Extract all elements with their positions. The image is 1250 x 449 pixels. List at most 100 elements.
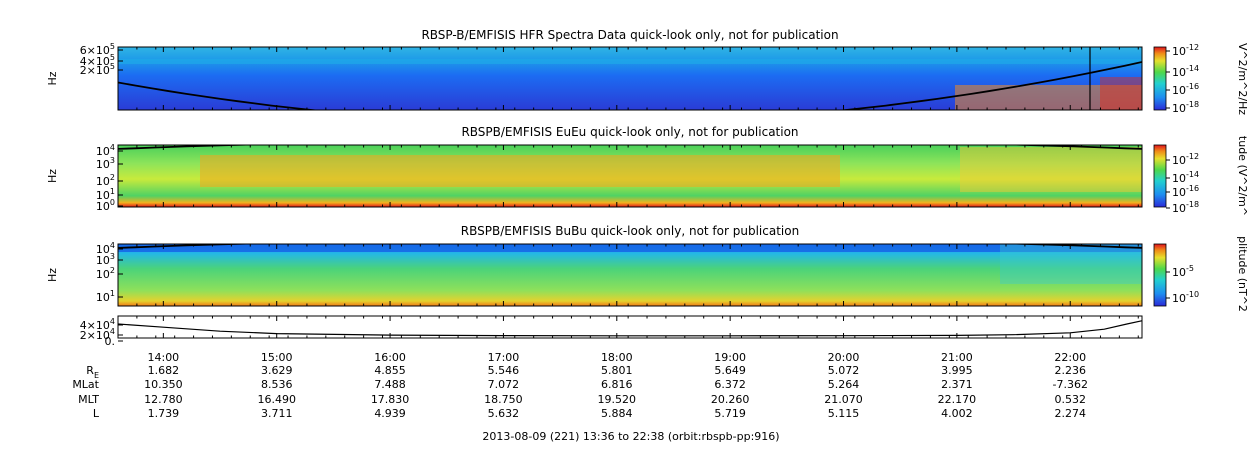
- y-tick-label: 102: [96, 173, 115, 188]
- bubu-top: [118, 244, 1142, 252]
- time-tick-label: 17:00: [488, 351, 520, 364]
- y-tick-label: 104: [96, 143, 115, 158]
- hfr-band: [118, 59, 1142, 64]
- eueu-band: [200, 155, 840, 187]
- footer-time-range: 2013-08-09 (221) 13:36 to 22:38 (orbit:r…: [482, 430, 779, 443]
- panel-3-frame: [117, 243, 1143, 307]
- y-axis-label: Hz: [46, 71, 59, 85]
- y-tick-label: 4×104: [80, 317, 115, 332]
- ephemeris-value: 22.170: [938, 393, 977, 406]
- panel-1-title: RBSP-B/EMFISIS HFR Spectra Data quick-lo…: [421, 28, 838, 42]
- time-tick-label: 21:00: [941, 351, 973, 364]
- y-tick-label: 101: [96, 187, 115, 202]
- colorbar-1: [1153, 46, 1167, 111]
- ephemeris-value: 7.072: [488, 378, 520, 391]
- ephemeris-value: 18.750: [484, 393, 523, 406]
- ephemeris-value: 4.939: [374, 407, 406, 420]
- line-plot-bg: [118, 316, 1142, 338]
- cyclotron-frequency-line-1: [118, 61, 1142, 110]
- colorbar-tick-label: 10-18: [1172, 200, 1199, 215]
- time-tick-label: 22:00: [1054, 351, 1086, 364]
- ephemeris-label-l: L: [93, 407, 100, 420]
- panel-3-title: RBSPB/EMFISIS BuBu quick-look only, not …: [461, 224, 799, 238]
- y-tick-label: 0.: [105, 335, 116, 348]
- ephemeris-value: 16.490: [257, 393, 296, 406]
- colorbar-tick-label: 10-5: [1172, 264, 1194, 279]
- colorbar-tick-label: 10-12: [1172, 152, 1199, 167]
- bubu-late: [1000, 244, 1142, 284]
- ephemeris-value: 2.274: [1054, 407, 1086, 420]
- ephemeris-value: 17.830: [371, 393, 410, 406]
- y-axis-label: Hz: [46, 169, 59, 183]
- colorbar-tick-label: 10-16: [1172, 184, 1199, 199]
- ephemeris-value: 1.682: [148, 364, 180, 377]
- ephemeris-value: 5.649: [714, 364, 746, 377]
- ephemeris-value: 19.520: [598, 393, 637, 406]
- colorbar-tick-label: 10-12: [1172, 43, 1199, 58]
- ephemeris-value: 6.372: [714, 378, 746, 391]
- colorbar-tick-label: 10-14: [1172, 64, 1199, 79]
- time-tick-label: 19:00: [714, 351, 746, 364]
- ephemeris-value: 2.371: [941, 378, 973, 391]
- eueu-band-late: [960, 147, 1142, 192]
- ephemeris-value: 10.350: [144, 378, 183, 391]
- colorbar-label-2: tude (V^2/m^: [1236, 136, 1249, 216]
- ephemeris-value: 21.070: [824, 393, 863, 406]
- ephemeris-value: 5.719: [714, 407, 746, 420]
- ephemeris-value: 4.002: [941, 407, 973, 420]
- panel-1-frame: [117, 46, 1143, 111]
- ephemeris-label-r: RE: [86, 364, 99, 380]
- colorbar-tick-label: 10-16: [1172, 82, 1199, 97]
- ephemeris-value: 5.072: [828, 364, 860, 377]
- colorbar-tick-label: 10-10: [1172, 290, 1199, 305]
- ephemeris-value: 12.780: [144, 393, 183, 406]
- time-tick-label: 15:00: [261, 351, 293, 364]
- panel-1: RBSP-B/EMFISIS HFR Spectra Data quick-lo…: [46, 28, 1249, 115]
- panel-3: RBSPB/EMFISIS BuBu quick-look only, not …: [46, 224, 1249, 312]
- colorbar-2: [1153, 144, 1167, 208]
- ephemeris-value: 2.236: [1054, 364, 1086, 377]
- y-tick-label: 2×105: [80, 62, 115, 77]
- ephemeris-value: 5.801: [601, 364, 633, 377]
- y-tick-label: 6×105: [80, 42, 115, 57]
- hfr-emission-strong: [1100, 77, 1142, 110]
- ephemeris-value: 7.488: [374, 378, 406, 391]
- ephemeris-value: 3.711: [261, 407, 293, 420]
- y-axis-label: Hz: [46, 268, 59, 282]
- colorbar-tick-label: 10-14: [1172, 170, 1199, 185]
- ephemeris-label-mlt: MLT: [78, 393, 99, 406]
- panel-2-title: RBSPB/EMFISIS EuEu quick-look only, not …: [461, 125, 798, 139]
- ephemeris-value: 3.995: [941, 364, 973, 377]
- colorbar-label-1: V^2/m^2/Hz: [1236, 43, 1249, 115]
- ephemeris-value: 5.632: [488, 407, 520, 420]
- panel-2: RBSPB/EMFISIS EuEu quick-look only, not …: [46, 125, 1249, 216]
- y-tick-label: 100: [96, 198, 115, 213]
- time-tick-label: 14:00: [147, 351, 179, 364]
- ephemeris-value: 8.536: [261, 378, 293, 391]
- panel-4-frame: [117, 315, 1143, 339]
- ephemeris-label-mlat: MLat: [72, 378, 99, 391]
- ephemeris-value: 4.855: [374, 364, 406, 377]
- y-tick-label: 2×104: [80, 327, 115, 342]
- time-tick-label: 20:00: [828, 351, 860, 364]
- ephemeris-value: 5.115: [828, 407, 860, 420]
- y-tick-label: 103: [96, 252, 115, 267]
- ephemeris-value: 0.532: [1054, 393, 1086, 406]
- colorbar-3: [1153, 243, 1167, 307]
- y-tick-label: 101: [96, 289, 115, 304]
- panel-2-frame: [117, 144, 1143, 208]
- y-tick-label: 103: [96, 156, 115, 171]
- ephemeris-value: 5.264: [828, 378, 860, 391]
- ephemeris-value: 5.884: [601, 407, 633, 420]
- y-tick-label: 4×105: [80, 53, 115, 68]
- colorbar-label-3: plitude (nT^2: [1236, 236, 1249, 312]
- ephemeris-value: 20.260: [711, 393, 750, 406]
- y-tick-label: 102: [96, 266, 115, 281]
- ephemeris-value: -7.362: [1053, 378, 1088, 391]
- time-tick-label: 18:00: [601, 351, 633, 364]
- ephemeris-value: 6.816: [601, 378, 633, 391]
- ephemeris-value: 3.629: [261, 364, 293, 377]
- y-tick-label: 104: [96, 241, 115, 256]
